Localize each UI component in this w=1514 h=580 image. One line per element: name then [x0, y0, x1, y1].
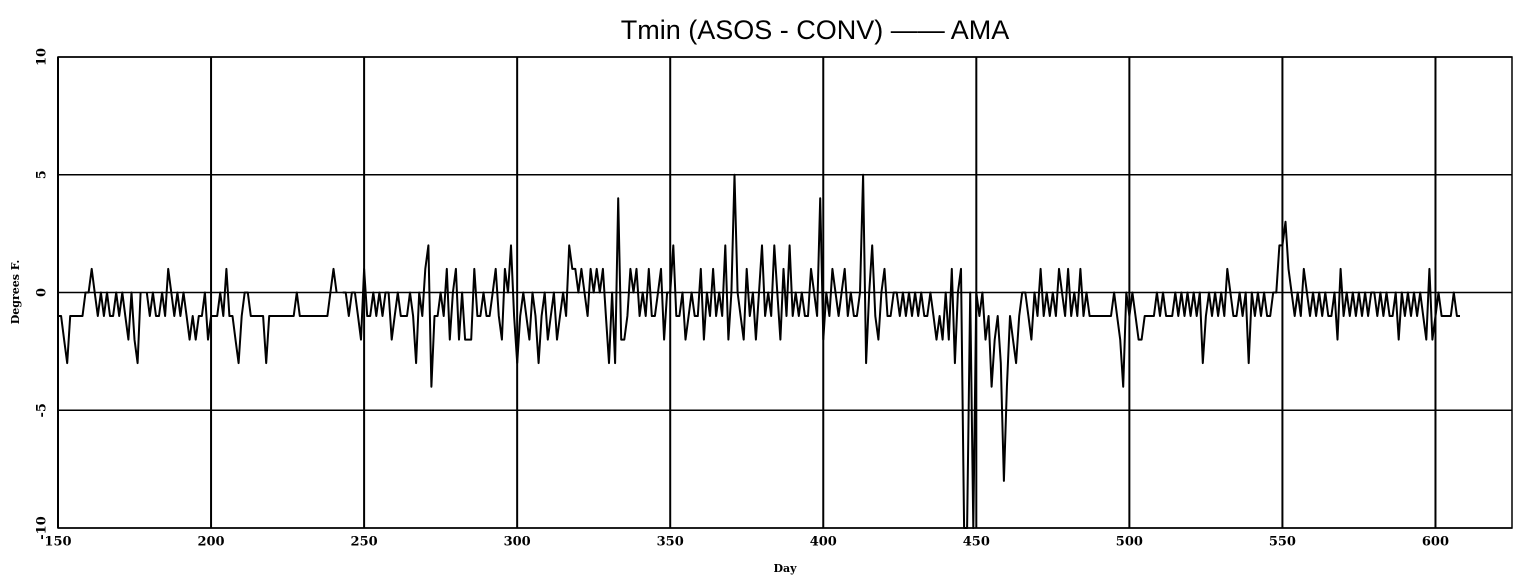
y-tick-label: -10	[35, 516, 50, 540]
chart-title: Tmin (ASOS - CONV) —— AMA	[621, 15, 1010, 45]
x-tick-label: 400	[810, 535, 837, 550]
x-tick-label: 150	[44, 535, 71, 550]
y-tick-label: 10	[35, 48, 50, 66]
y-tick-label: 5	[35, 170, 50, 179]
x-tick-label: 350	[657, 535, 684, 550]
x-tick-label: 600	[1422, 535, 1449, 550]
x-tick-label: 550	[1269, 535, 1296, 550]
x-axis-label: Day	[773, 562, 797, 575]
data-line	[58, 173, 1460, 529]
y-tick-label: -5	[35, 403, 50, 417]
y-axis-label: Degrees F.	[9, 260, 22, 325]
y-tick-label: 0	[35, 288, 50, 297]
x-tick-label: 500	[1116, 535, 1143, 550]
x-tick-label: 250	[351, 535, 378, 550]
x-tick-label: 300	[504, 535, 531, 550]
x-tick-label: 200	[197, 535, 224, 550]
x-tick-label: 450	[963, 535, 990, 550]
